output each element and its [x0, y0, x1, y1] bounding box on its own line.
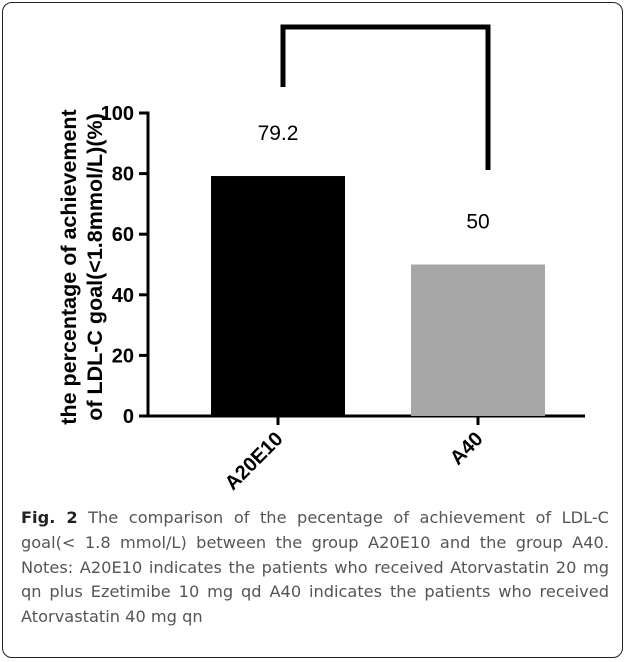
bar-chart: the percentage of achievement of LDL-C g…: [57, 24, 585, 495]
y-axis: 0 20 40 60 80 100: [101, 103, 150, 428]
significance-bracket: [280, 24, 491, 170]
y-tick-label: 60: [112, 224, 134, 246]
y-tick-label: 40: [112, 285, 134, 307]
x-axis: A20E10 A40: [146, 414, 585, 495]
significance-bracket-line: [280, 24, 491, 170]
y-tick-label: 20: [112, 345, 134, 367]
y-axis-label: the percentage of achievement of LDL-C g…: [57, 109, 107, 424]
y-tick-label: 80: [112, 164, 134, 186]
bars: [211, 176, 545, 416]
x-tick-label: A20E10: [221, 428, 288, 495]
y-tick-label: 0: [123, 406, 134, 428]
data-label: 50: [466, 211, 489, 234]
bar-a20e10: [211, 176, 345, 416]
x-tick-label: A40: [446, 428, 488, 470]
data-label: 79.2: [258, 122, 299, 145]
figure-caption: Fig. 2 The comparison of the pecentage o…: [21, 506, 609, 630]
bar-a40: [411, 264, 545, 416]
y-axis-label-line-2: of LDL-C goal(<1.8mmol/L)(%): [83, 113, 107, 421]
y-axis-label-line-1: the percentage of achievement: [57, 109, 81, 424]
caption-text: The comparison of the pecentage of achie…: [21, 508, 609, 627]
y-tick-label: 100: [101, 103, 134, 125]
data-labels: 79.2 50: [258, 122, 490, 233]
figure-label: Fig. 2: [21, 508, 78, 527]
